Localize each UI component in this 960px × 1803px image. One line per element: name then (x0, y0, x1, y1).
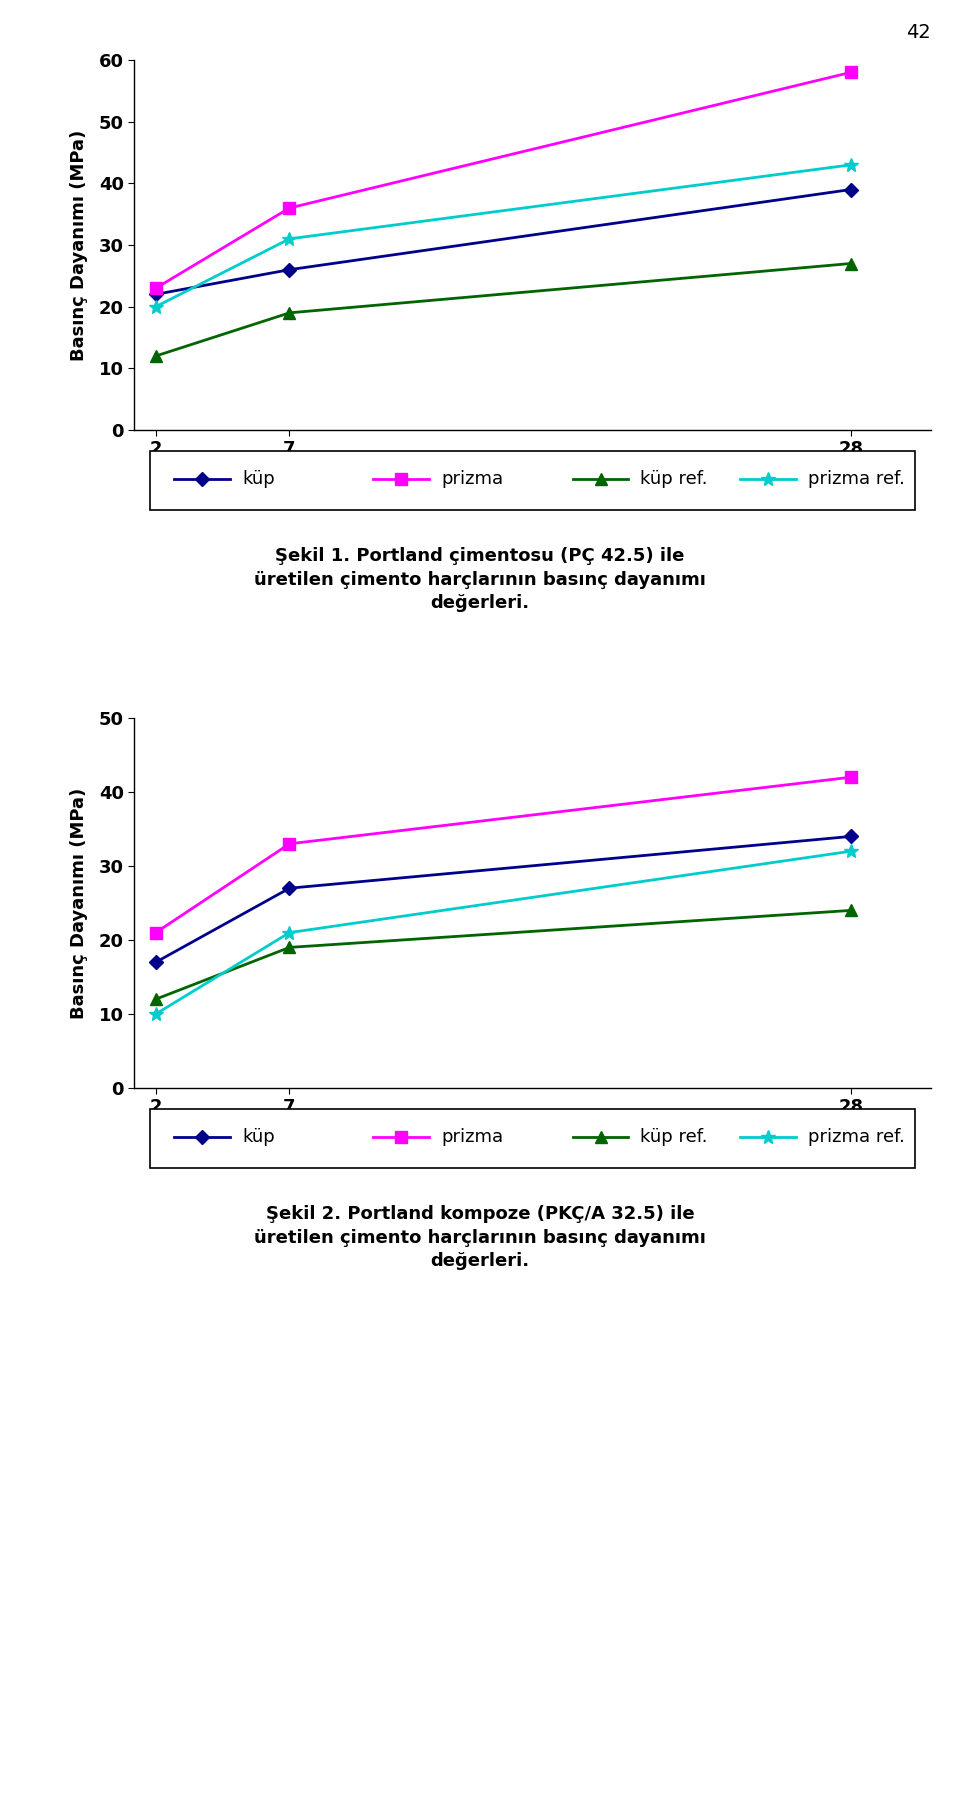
Text: küp: küp (242, 471, 275, 489)
Text: Şekil 2. Portland kompoze (PKÇ/A 32.5) ile
üretilen çimento harçlarının basınç d: Şekil 2. Portland kompoze (PKÇ/A 32.5) i… (254, 1204, 706, 1271)
Text: 42: 42 (906, 23, 931, 43)
Text: küp ref.: küp ref. (640, 471, 708, 489)
Text: prizma ref.: prizma ref. (807, 471, 904, 489)
Text: küp: küp (242, 1129, 275, 1147)
Y-axis label: Basınç Dayanımı (MPa): Basınç Dayanımı (MPa) (70, 788, 88, 1019)
Text: prizma: prizma (442, 1129, 503, 1147)
X-axis label: Zaman (gün): Zaman (gün) (463, 469, 603, 489)
Text: Şekil 1. Portland çimentosu (PÇ 42.5) ile
üretilen çimento harçlarının basınç da: Şekil 1. Portland çimentosu (PÇ 42.5) il… (254, 546, 706, 613)
Y-axis label: Basınç Dayanımı (MPa): Basınç Dayanımı (MPa) (70, 130, 88, 361)
X-axis label: Zaman (gün): Zaman (gün) (463, 1127, 603, 1147)
Text: prizma: prizma (442, 471, 503, 489)
Text: prizma ref.: prizma ref. (807, 1129, 904, 1147)
Text: küp ref.: küp ref. (640, 1129, 708, 1147)
